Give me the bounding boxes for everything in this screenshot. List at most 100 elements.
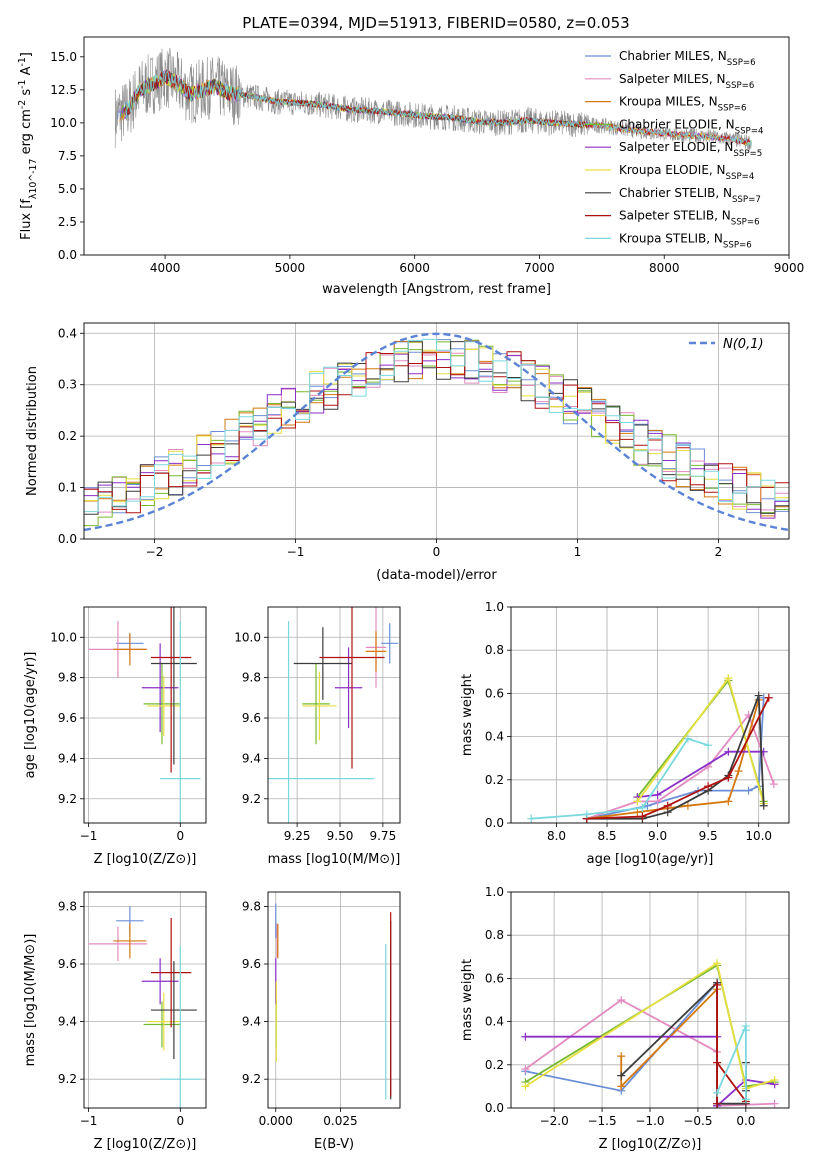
weight-marker (724, 797, 733, 806)
weight_vs_age-ytick-label: 1.0 (485, 600, 504, 614)
weight_vs_Z-ytick-label: 0.0 (485, 1101, 504, 1115)
errorbar-point (319, 607, 385, 769)
weight-marker (683, 801, 692, 810)
legend-entry-part: Salpeter STELIB, N (619, 209, 731, 223)
weight-marker (724, 747, 733, 756)
mass_vs_ebv-ytick-label: 9.6 (242, 957, 261, 971)
mass_vs_ebv-xlabel-part: E(B-V) (314, 1137, 354, 1152)
errorbar-point (88, 926, 148, 962)
residuals-ytick-label: 0.0 (58, 532, 77, 546)
errorbar-point (150, 607, 192, 773)
weight-marker (764, 693, 773, 702)
legend-entry: Chabrier ELODIE, NSSP=4 (619, 117, 763, 136)
residual-histogram (84, 338, 789, 513)
weight_vs_age-ytick-label: 0.0 (485, 816, 504, 830)
age_vs_mass-frame (267, 606, 401, 824)
age_vs_mass-xlabel: mass [log10(M/M⊙)] (268, 852, 401, 867)
weight-line (636, 678, 765, 802)
spectrum-ytick-label: 5.0 (58, 182, 77, 196)
legend-entry: Salpeter STELIB, NSSP=6 (619, 209, 760, 228)
errorbar-point (302, 671, 337, 741)
weight-marker (713, 959, 722, 968)
weight-marker (734, 767, 743, 776)
weight_vs_Z-xtick-label: −1.0 (635, 1114, 664, 1128)
spectrum-xtick-label: 9000 (774, 261, 805, 275)
mass_vs_Z-xtick-label: 0 (176, 1114, 184, 1128)
spectrum-xtick-label: 4000 (150, 261, 181, 275)
age_vs_mass-ytick-label: 9.8 (242, 671, 261, 685)
spectrum-ylabel-part: -2 (17, 100, 28, 109)
residuals-xlabel: (data-model)/error (376, 568, 497, 583)
legend-entry: Kroupa STELIB, NSSP=6 (619, 231, 752, 250)
errorbar-point (150, 917, 192, 1028)
weight_vs_age-frame (510, 606, 790, 824)
residuals-ytick-label: 0.4 (58, 326, 77, 340)
residuals-ytick-label: 0.3 (58, 378, 77, 392)
legend-entry-part: SSP=4 (735, 126, 764, 136)
spectrum-ylabel-part: -1 (17, 80, 28, 89)
spectrum-ytick-label: 15.0 (50, 50, 77, 64)
legend-entry: Chabrier STELIB, NSSP=7 (619, 186, 761, 205)
spectrum-ylabel: Flux [fλ10^-17 erg cm-2 s-1 A-1] (17, 52, 39, 240)
weight-line (524, 961, 775, 1090)
spectrum-ylabel-part: erg cm (19, 109, 34, 158)
mass_vs_ebv-ytick-label: 9.4 (242, 1015, 261, 1029)
spectrum-xtick-label: 8000 (649, 261, 680, 275)
errorbar-point (160, 946, 201, 1108)
mass_vs_ebv-panel: 0.000 0.025 9.2 9.4 9.6 9.8 E(B-V) (242, 891, 401, 1152)
legend-entry-part: Kroupa MILES, N (619, 95, 718, 109)
spectrum-ylabel-part: λ10^-17 (28, 159, 39, 200)
age_vs_mass-xtick-label: 9.25 (284, 829, 311, 843)
weight_vs_Z-xtick-label: 0.0 (736, 1114, 755, 1128)
weight_vs_age-ylabel: mass weight (460, 674, 475, 756)
mass_vs_ebv-plot-area (268, 892, 400, 1108)
spectrum-ytick-label: 10.0 (50, 116, 77, 130)
weight_vs_age-xtick-label: 9.0 (648, 829, 667, 843)
errorbar-point (113, 633, 147, 666)
weight-marker (683, 734, 692, 743)
weight_vs_Z-xtick-label: −0.5 (683, 1114, 712, 1128)
legend-entry-part: Salpeter ELODIE, N (619, 140, 733, 154)
spectrum-ylabel-part: A (19, 66, 34, 79)
weight_vs_age-panel: 8.0 8.5 9.0 9.5 10.0 0.0 0.2 0.4 0.6 0.8 1.0 age [l… (460, 600, 790, 867)
mass_vs_Z-xtick-label: −1 (80, 1114, 98, 1128)
weight-marker (713, 980, 722, 989)
weight_vs_Z-plot-area (511, 892, 789, 1108)
weight-marker (617, 1082, 626, 1091)
weight_vs_age-xtick-label: 9.5 (699, 829, 718, 843)
weight-marker (638, 803, 647, 812)
weight-line (716, 984, 747, 1104)
residuals-xtick-label: 1 (574, 545, 582, 559)
weight-line (586, 697, 770, 820)
residuals-panel: −2 −1 0 1 2 0.0 0.1 0.2 0.3 0.4 N(0,1) (data-model)… (25, 322, 790, 583)
errorbar-point (293, 627, 352, 700)
weight_vs_Z-ytick-label: 0.2 (485, 1058, 504, 1072)
legend-entry-part: Chabrier ELODIE, N (619, 117, 735, 131)
weight-marker (741, 1095, 750, 1104)
legend-entry-part: Chabrier MILES, N (619, 49, 727, 63)
weight_vs_Z-frame (510, 891, 790, 1109)
residuals-ylabel-part: Normed distribution (25, 366, 40, 496)
mass_vs_ebv-xtick-label: 0.025 (323, 1114, 357, 1128)
residuals-ytick-label: 0.2 (58, 429, 77, 443)
spectrum-ylabel-part: -1 (17, 57, 28, 66)
legend-entry: Kroupa MILES, NSSP=6 (619, 95, 747, 114)
residuals-ytick-label: 0.1 (58, 481, 77, 495)
legend-entry: Salpeter ELODIE, NSSP=5 (619, 140, 762, 159)
legend-entry-part: SSP=4 (726, 172, 755, 182)
weight_vs_age-ytick-label: 0.6 (485, 686, 504, 700)
errorbar-point (160, 621, 201, 823)
weight_vs_Z-xlabel: Z [log10(Z/Z⊙)] (599, 1137, 702, 1152)
residuals-xtick-label: 0 (433, 545, 441, 559)
weight-marker (653, 790, 662, 799)
weight-marker (582, 810, 591, 819)
legend-entry-part: SSP=6 (718, 104, 747, 114)
legend-entry: Kroupa ELODIE, NSSP=4 (619, 163, 754, 182)
mass_vs_Z-ytick-label: 9.8 (58, 899, 77, 913)
weight-line (620, 980, 747, 1105)
weight-marker (713, 1058, 722, 1067)
legend-entry: Chabrier MILES, NSSP=6 (619, 49, 756, 68)
errorbar-point (334, 647, 363, 729)
errorbar-point (147, 992, 181, 1051)
weight-marker (770, 1075, 779, 1084)
